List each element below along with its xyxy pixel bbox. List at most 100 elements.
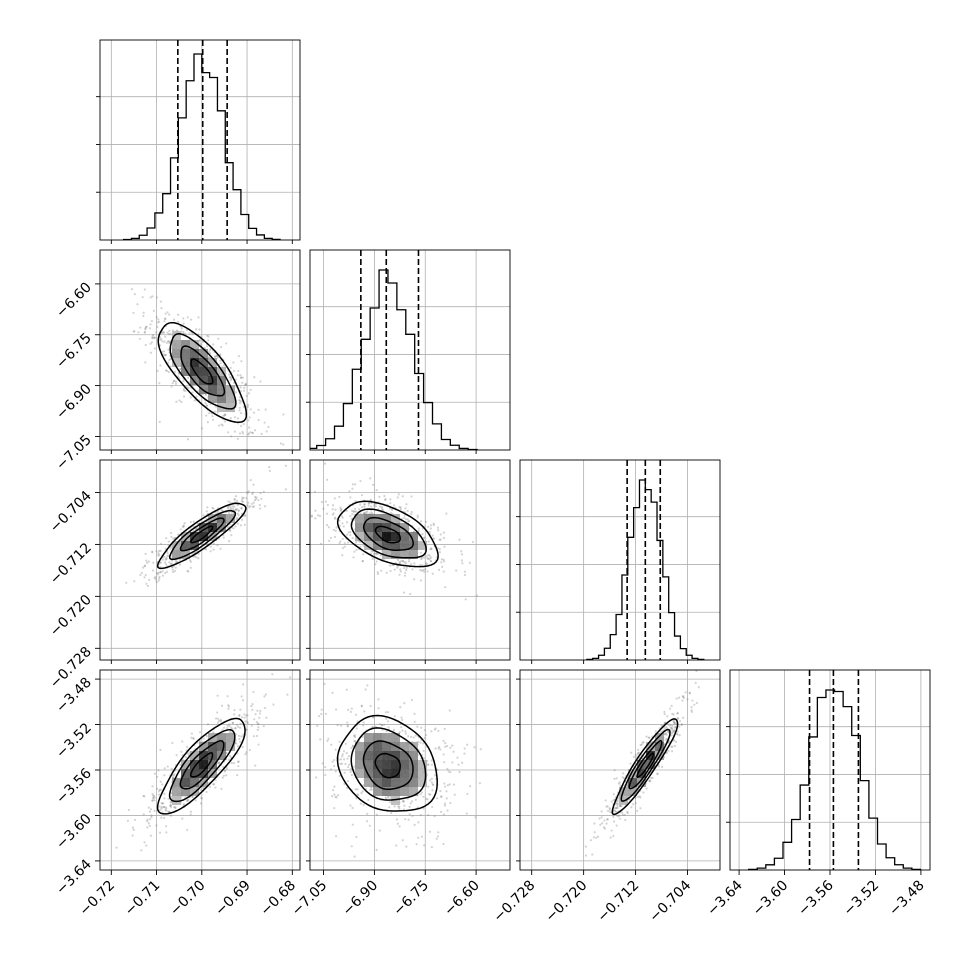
scatter-point <box>211 414 214 418</box>
scatter-point <box>349 496 352 499</box>
scatter-point <box>373 552 376 556</box>
scatter-point <box>670 732 674 735</box>
scatter-point <box>158 831 162 834</box>
panel-frame <box>99 39 301 241</box>
scatter-point <box>237 760 240 763</box>
scatter-point <box>164 353 168 356</box>
scatter-point <box>148 578 151 581</box>
scatter-point <box>235 723 238 727</box>
scatter-point <box>230 534 233 537</box>
density-cell <box>181 541 190 550</box>
scatter-point <box>231 721 235 725</box>
scatter-point <box>232 361 235 364</box>
scatter-point <box>404 730 407 733</box>
scatter-point <box>670 727 674 730</box>
scatter-point <box>334 795 337 798</box>
scatter-point <box>347 754 351 758</box>
scatter-point <box>376 572 380 576</box>
scatter-point <box>331 691 334 694</box>
scatter-point <box>345 786 349 789</box>
density-cell <box>637 760 646 769</box>
scatter-point <box>223 769 227 772</box>
scatter-point <box>190 736 193 739</box>
scatter-point <box>192 520 195 523</box>
scatter-point <box>257 499 260 502</box>
scatter-point <box>678 734 681 737</box>
scatter-point <box>451 744 454 747</box>
scatter-point <box>173 370 177 373</box>
scatter-point <box>204 548 207 551</box>
scatter-point <box>191 384 195 387</box>
scatter-point <box>237 514 240 517</box>
scatter-point <box>445 512 448 515</box>
scatter-point <box>374 563 377 566</box>
density-cell <box>400 769 409 778</box>
scatter-point <box>144 325 147 328</box>
scatter-point <box>634 753 637 756</box>
scatter-point <box>346 541 350 544</box>
scatter-point <box>433 774 437 777</box>
scatter-point <box>320 500 324 504</box>
density-cell <box>418 778 427 787</box>
scatter-point <box>430 781 434 784</box>
scatter-point <box>419 579 423 582</box>
scatter-point <box>377 707 380 710</box>
contour-1σ <box>179 740 225 790</box>
scatter-point <box>438 746 441 749</box>
scatter-point <box>208 785 212 788</box>
density-cell <box>391 751 400 760</box>
scatter-point <box>149 808 153 811</box>
scatter-point <box>171 329 174 332</box>
scatter-point <box>166 552 169 555</box>
scatter-point <box>207 335 210 338</box>
panel-content <box>125 464 288 588</box>
scatter-point <box>256 709 259 712</box>
scatter-point <box>366 812 369 815</box>
scatter-point <box>419 813 422 817</box>
scatter-point <box>217 761 221 765</box>
scatter-point <box>251 491 254 494</box>
scatter-point <box>214 410 217 413</box>
scatter-point <box>138 337 141 340</box>
scatter-point <box>348 490 351 493</box>
scatter-point <box>254 764 257 767</box>
density-cell <box>355 523 364 532</box>
scatter-point <box>169 547 172 550</box>
contour-1.5σ <box>620 728 671 802</box>
scatter-point <box>429 556 433 559</box>
scatter-point <box>608 808 612 811</box>
scatter-point <box>151 335 154 338</box>
scatter-point <box>388 564 392 567</box>
scatter-point <box>241 381 244 384</box>
scatter-point <box>238 402 242 405</box>
scatter-point <box>355 510 358 513</box>
scatter-point <box>281 713 283 715</box>
scatter-point <box>351 806 354 810</box>
scatter-point <box>442 842 445 846</box>
scatter-point <box>676 733 679 736</box>
scatter-point <box>148 327 152 330</box>
scatter-point <box>417 527 420 530</box>
scatter-point <box>417 821 420 824</box>
scatter-point <box>340 514 343 518</box>
x-tick-label: −3.48 <box>886 878 928 920</box>
scatter-point <box>440 795 443 798</box>
scatter-point <box>220 508 223 512</box>
scatter-point <box>344 762 347 766</box>
scatter-point <box>442 813 446 816</box>
scatter-point <box>205 404 208 407</box>
scatter-point <box>227 511 231 514</box>
scatter-point <box>144 327 147 330</box>
scatter-point <box>357 794 360 797</box>
histogram-step <box>586 479 705 660</box>
scatter-point <box>433 537 436 540</box>
scatter-point <box>145 820 149 823</box>
scatter-point <box>352 510 355 513</box>
scatter-point <box>205 521 208 524</box>
scatter-point <box>203 347 207 350</box>
density-cell <box>172 550 181 559</box>
scatter-point <box>236 417 240 420</box>
scatter-point <box>182 395 186 398</box>
scatter-point <box>351 744 354 747</box>
scatter-point <box>362 803 365 806</box>
